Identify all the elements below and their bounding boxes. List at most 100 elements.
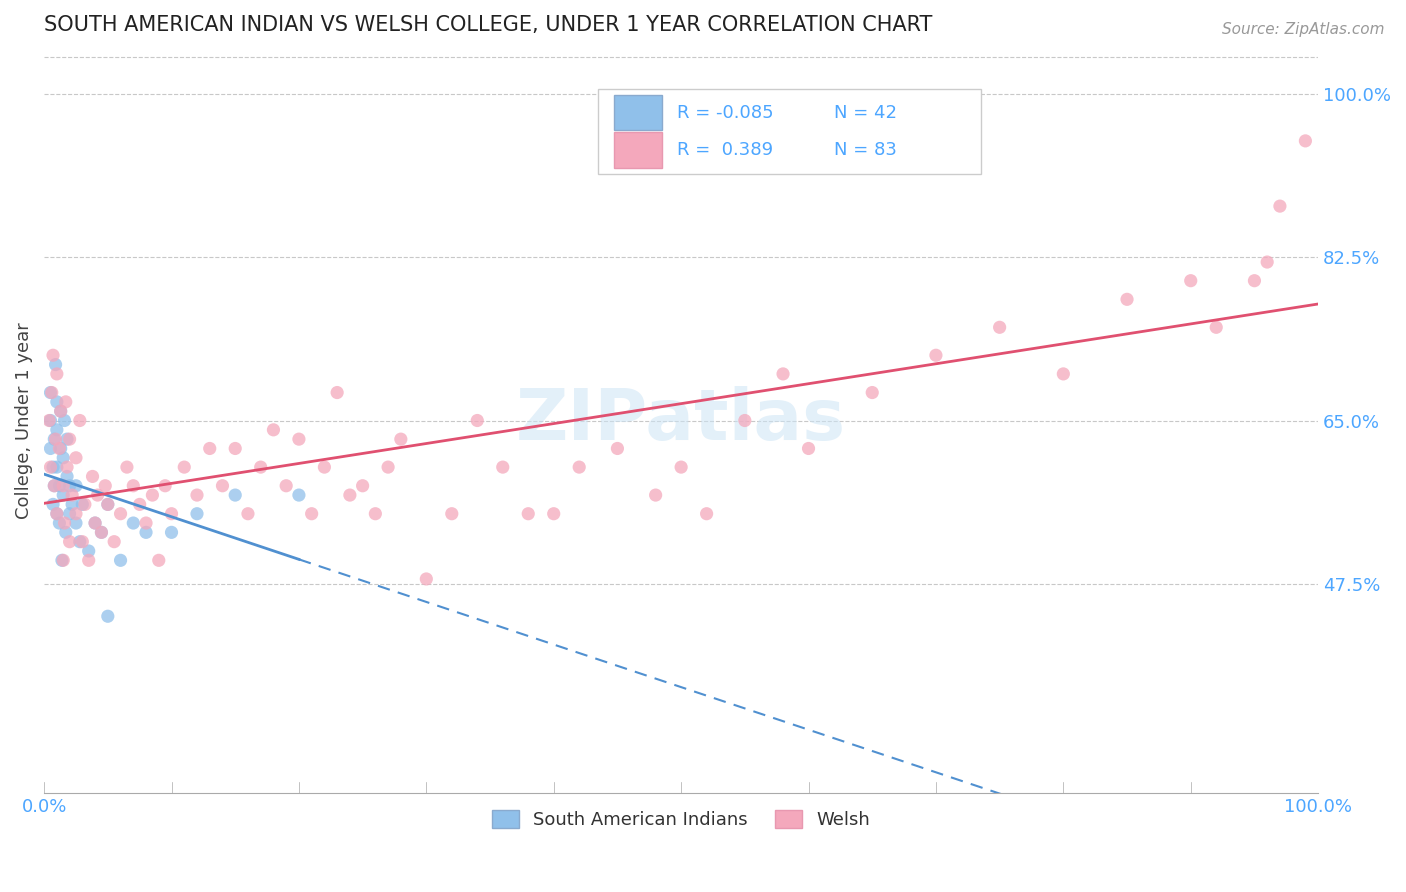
Point	[110, 507, 132, 521]
Point	[543, 507, 565, 521]
Point	[110, 553, 132, 567]
Point	[696, 507, 718, 521]
Point	[377, 460, 399, 475]
Point	[48, 442, 70, 456]
Point	[84, 516, 107, 530]
Point	[77, 553, 100, 567]
Point	[224, 442, 246, 456]
Point	[45, 367, 67, 381]
Point	[65, 507, 87, 521]
Point	[51, 553, 73, 567]
Point	[276, 479, 298, 493]
Point	[38, 413, 60, 427]
Point	[97, 609, 120, 624]
Point	[173, 460, 195, 475]
Legend: South American Indians, Welsh: South American Indians, Welsh	[485, 803, 877, 837]
Point	[53, 413, 76, 427]
Point	[52, 488, 75, 502]
Point	[49, 404, 72, 418]
Point	[52, 553, 75, 567]
Point	[77, 544, 100, 558]
Point	[1243, 274, 1265, 288]
Point	[58, 507, 80, 521]
Point	[42, 348, 65, 362]
Point	[288, 488, 311, 502]
Point	[153, 479, 176, 493]
Point	[797, 442, 820, 456]
Point	[262, 423, 284, 437]
Point	[1268, 199, 1291, 213]
Point	[42, 460, 65, 475]
Point	[115, 460, 138, 475]
Point	[314, 460, 336, 475]
Text: N = 42: N = 42	[834, 103, 897, 121]
Point	[492, 460, 515, 475]
Text: SOUTH AMERICAN INDIAN VS WELSH COLLEGE, UNDER 1 YEAR CORRELATION CHART: SOUTH AMERICAN INDIAN VS WELSH COLLEGE, …	[44, 15, 932, 35]
Point	[211, 479, 233, 493]
Point	[58, 479, 80, 493]
Point	[326, 385, 349, 400]
Point	[45, 507, 67, 521]
Point	[42, 497, 65, 511]
Point	[60, 497, 83, 511]
Point	[72, 534, 94, 549]
Point	[44, 479, 66, 493]
Point	[568, 460, 591, 475]
Point	[86, 488, 108, 502]
Point	[352, 479, 374, 493]
Point	[52, 479, 75, 493]
Point	[988, 320, 1011, 334]
Text: Source: ZipAtlas.com: Source: ZipAtlas.com	[1222, 22, 1385, 37]
Point	[1256, 255, 1278, 269]
Point	[135, 525, 157, 540]
Point	[925, 348, 948, 362]
FancyBboxPatch shape	[613, 132, 662, 168]
Text: R =  0.389: R = 0.389	[678, 141, 773, 159]
Point	[1205, 320, 1227, 334]
Point	[55, 395, 77, 409]
Point	[186, 488, 208, 502]
Point	[65, 516, 87, 530]
Point	[772, 367, 794, 381]
Point	[49, 404, 72, 418]
Point	[128, 497, 150, 511]
Point	[69, 413, 91, 427]
Point	[94, 479, 117, 493]
Point	[48, 479, 70, 493]
Point	[39, 385, 62, 400]
Point	[39, 413, 62, 427]
Point	[97, 497, 120, 511]
Point	[45, 423, 67, 437]
Point	[56, 469, 79, 483]
FancyBboxPatch shape	[599, 88, 980, 175]
Point	[465, 413, 488, 427]
Point	[52, 450, 75, 465]
Point	[82, 469, 104, 483]
Point	[60, 488, 83, 502]
Point	[69, 534, 91, 549]
Point	[39, 442, 62, 456]
Point	[224, 488, 246, 502]
Point	[301, 507, 323, 521]
Point	[339, 488, 361, 502]
Point	[669, 460, 692, 475]
Point	[1116, 293, 1139, 307]
Point	[1052, 367, 1074, 381]
Point	[45, 507, 67, 521]
Text: R = -0.085: R = -0.085	[678, 103, 773, 121]
Point	[45, 395, 67, 409]
Point	[44, 432, 66, 446]
FancyBboxPatch shape	[613, 95, 662, 130]
Point	[389, 432, 412, 446]
Point	[606, 442, 628, 456]
Point	[1294, 134, 1316, 148]
Y-axis label: College, Under 1 year: College, Under 1 year	[15, 322, 32, 519]
Point	[734, 413, 756, 427]
Point	[141, 488, 163, 502]
Point	[48, 516, 70, 530]
Point	[148, 553, 170, 567]
Point	[58, 432, 80, 446]
Point	[65, 450, 87, 465]
Point	[90, 525, 112, 540]
Point	[73, 497, 96, 511]
